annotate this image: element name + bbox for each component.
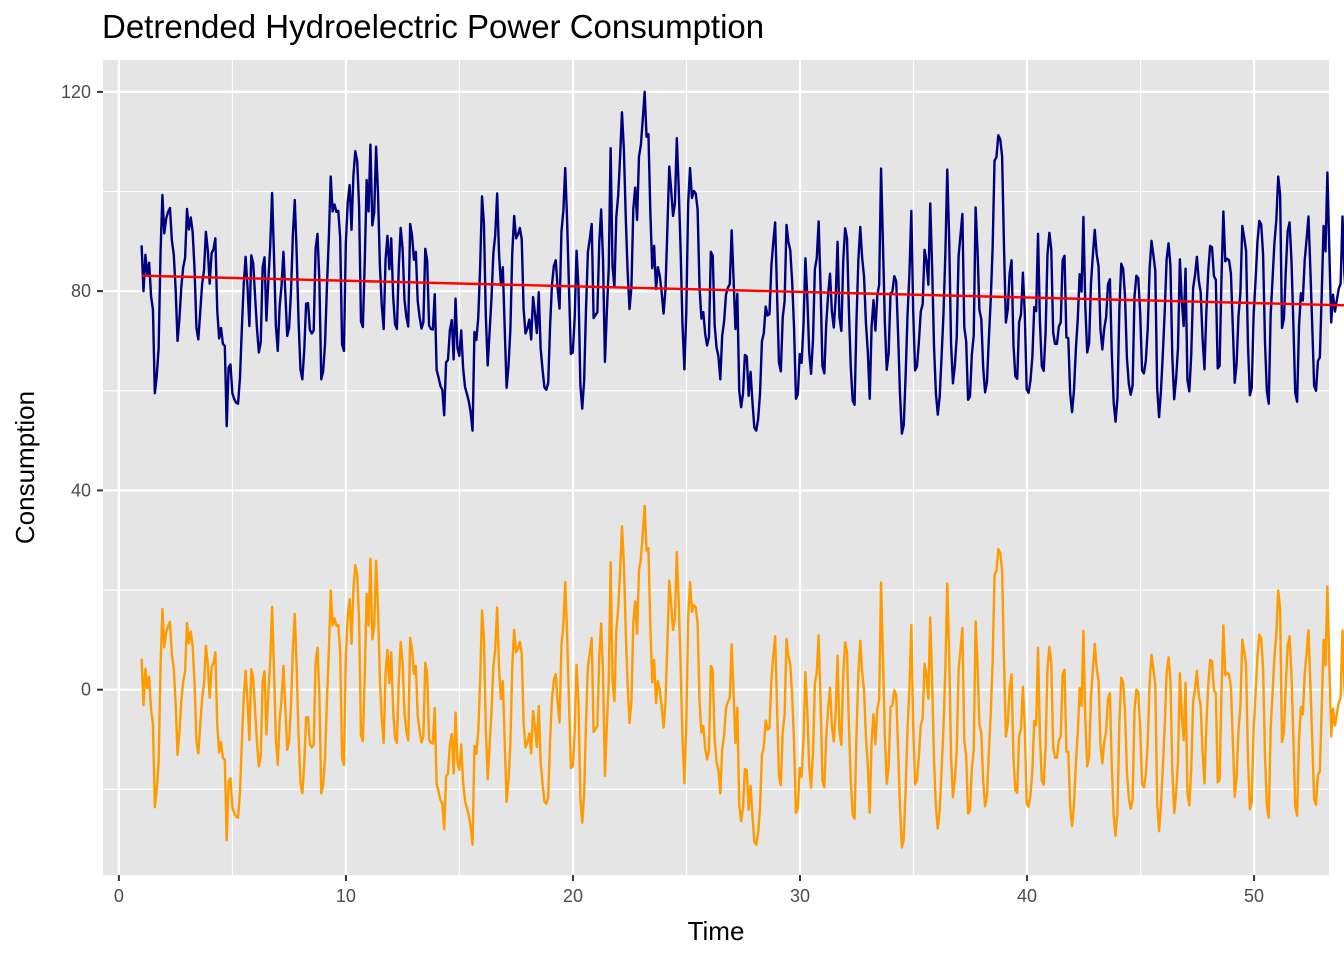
plot-panel	[103, 60, 1329, 875]
axis-ticks	[97, 90, 1256, 881]
x-tick-label: 40	[1017, 886, 1037, 906]
y-axis-title: Consumption	[10, 391, 40, 544]
chart-title: Detrended Hydroelectric Power Consumptio…	[102, 8, 765, 45]
y-tick-label: 80	[71, 281, 91, 301]
x-tick-label: 30	[790, 886, 810, 906]
y-tick-label: 40	[71, 480, 91, 500]
x-tick-label: 50	[1244, 886, 1264, 906]
x-axis-title: Time	[688, 916, 745, 946]
detrended-series-line	[140, 504, 1344, 849]
x-tick-label: 10	[336, 886, 356, 906]
series-layer	[140, 90, 1344, 849]
x-tick-label: 20	[563, 886, 583, 906]
y-tick-label: 120	[61, 82, 91, 102]
y-tick-label: 0	[81, 680, 91, 700]
tick-labels: 0 10 20 30 40 50 0 40 80 120	[61, 82, 1264, 906]
consumption-series-line	[140, 90, 1344, 435]
trend-line	[141, 274, 1344, 307]
x-tick-label: 0	[114, 886, 124, 906]
